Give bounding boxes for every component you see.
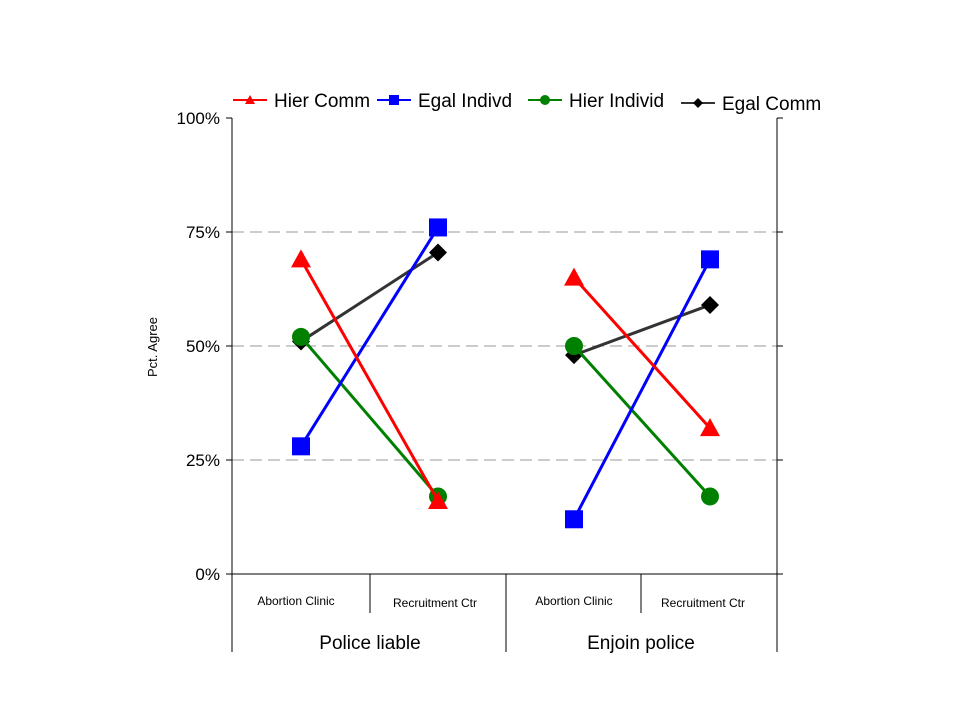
series-line: [300, 251, 439, 343]
legend-marker: [389, 95, 399, 105]
legend-marker: [693, 98, 703, 108]
series-hier-comm: [291, 249, 720, 510]
x-category-label: Recruitment Ctr: [661, 596, 745, 610]
series-line: [299, 335, 440, 498]
x-category-label: Abortion Clinic: [257, 594, 334, 608]
data-point: [429, 218, 447, 237]
data-point: [564, 267, 584, 286]
y-tick-label: 75%: [186, 223, 220, 242]
gridlines: [232, 231, 777, 461]
series-line: [572, 344, 712, 498]
data-point: [565, 510, 583, 529]
series-line: [299, 226, 440, 448]
x-group-label: Enjoin police: [587, 633, 695, 654]
data-point: [701, 487, 719, 506]
legend-label: Egal Comm: [722, 94, 821, 115]
legend-label: Hier Comm: [274, 91, 370, 112]
data-point: [292, 327, 310, 346]
y-tick-label: 0%: [195, 565, 220, 584]
data-point: [700, 418, 720, 437]
y-tick-label: 50%: [186, 337, 220, 356]
axes: 0% 25% 50% 75% 100% Abortion Clinic Recruitmen…: [177, 109, 783, 654]
y-axis-label: Pct. Agree: [145, 317, 160, 377]
data-point: [292, 437, 310, 456]
data-point: [428, 491, 448, 510]
legend-marker: [540, 95, 550, 105]
x-group-label: Police liable: [319, 633, 420, 654]
y-tick-label: 100%: [177, 109, 220, 128]
data-point: [701, 250, 719, 269]
data-point: [701, 295, 719, 314]
series-line: [299, 258, 440, 502]
series-line: [572, 276, 712, 430]
y-tick-label: 25%: [186, 451, 220, 470]
x-category-label: Abortion Clinic: [535, 594, 612, 608]
data-point: [291, 249, 311, 268]
legend-item: Hier Comm: [233, 91, 370, 112]
legend-item: Egal Comm: [681, 94, 821, 115]
series-layer: [291, 218, 720, 529]
series-egal-indivd: [292, 218, 719, 529]
legend: Hier Comm Egal Indivd Hier Individ Egal Com…: [233, 91, 821, 115]
x-category-label: Recruitment Ctr: [393, 596, 477, 610]
data-point: [565, 337, 583, 355]
legend-label: Egal Indivd: [418, 91, 512, 112]
series-line: [573, 303, 711, 357]
legend-item: Egal Indivd: [377, 91, 512, 112]
data-point: [429, 243, 447, 262]
legend-label: Hier Individ: [569, 91, 664, 112]
legend-item: Hier Individ: [528, 91, 664, 112]
legend-marker: [245, 95, 255, 104]
series-line: [572, 258, 712, 520]
